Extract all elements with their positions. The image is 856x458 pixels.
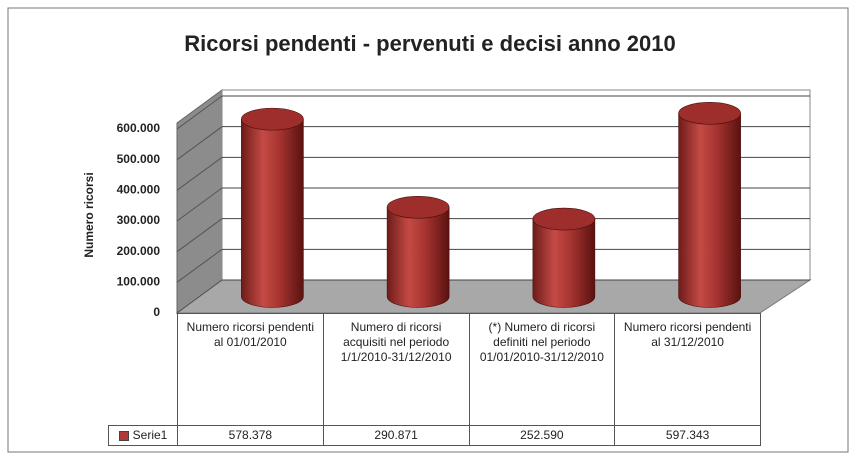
y-tick-label: 100.000 [117, 275, 161, 289]
chart-title: Ricorsi pendenti - pervenuti e decisi an… [184, 31, 675, 56]
category-cell: Numero di ricorsi acquisiti nel periodo … [322, 313, 470, 426]
bar-top [386, 195, 450, 219]
grid-line [176, 218, 223, 253]
y-tick-label: 500.000 [117, 152, 161, 166]
value-label: 578.378 [177, 425, 324, 446]
category-cell: Numero ricorsi pendenti al 01/01/2010 [177, 313, 324, 426]
grid-line [176, 248, 223, 283]
y-tick-label: 300.000 [117, 213, 161, 227]
legend-swatch [118, 430, 129, 441]
bar [386, 207, 450, 308]
category-cell: Numero ricorsi pendenti al 31/12/2010 [614, 313, 761, 426]
bar-top [532, 207, 596, 231]
value-label: 597.343 [614, 425, 761, 446]
legend-cell: Serie1 [108, 425, 178, 446]
y-tick-label: 200.000 [117, 244, 161, 258]
bar [241, 118, 304, 308]
grid-line [176, 126, 223, 161]
bar-top [678, 102, 741, 125]
legend-label: Serie1 [132, 428, 168, 442]
category-cell: (*) Numero di ricorsi definiti nel perio… [468, 313, 616, 426]
grid-line [176, 279, 223, 314]
bar-top [241, 107, 304, 131]
y-tick-label: 400.000 [117, 183, 161, 197]
value-label: 290.871 [322, 425, 470, 446]
grid-line [176, 95, 223, 130]
y-tick-label: 0 [153, 305, 160, 319]
grid-line [176, 187, 223, 222]
y-tick-label: 600.000 [117, 121, 161, 135]
bar [678, 113, 741, 308]
grid-line [176, 156, 223, 191]
y-axis-label: Numero ricorsi [82, 172, 96, 257]
bar [532, 218, 596, 308]
value-label: 252.590 [468, 425, 616, 446]
